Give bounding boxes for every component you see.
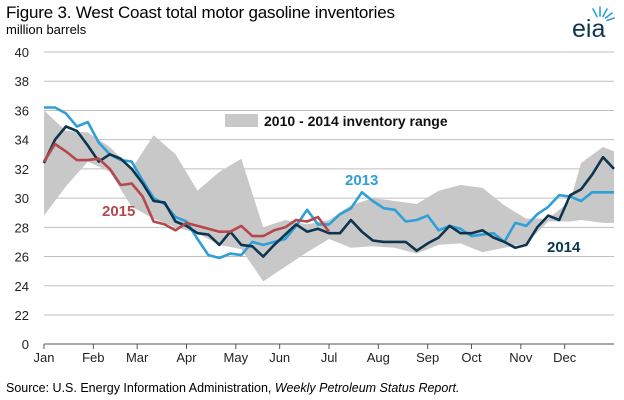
series-line-2015	[42, 142, 331, 238]
y-tick-label: 40	[15, 45, 29, 60]
series-line-2014	[42, 125, 615, 258]
eia-logo-text: eia	[572, 15, 605, 42]
label-2014: 2014	[547, 239, 581, 256]
x-tick-label: Apr	[176, 350, 197, 365]
x-tick-label: Dec	[553, 350, 577, 365]
y-tick-label: 26	[15, 250, 29, 265]
x-tick-label: Jan	[34, 350, 55, 365]
series-layer	[42, 106, 615, 260]
eia-sunburst-icon: eia	[572, 6, 615, 43]
x-tick-label: Oct	[461, 350, 482, 365]
y-tick-label: 0	[22, 337, 29, 352]
y-tick-label: 28	[15, 220, 29, 235]
x-tick-label: May	[224, 350, 249, 365]
label-2013: 2013	[345, 172, 378, 189]
range-band-layer	[44, 110, 614, 282]
y-tick-label: 36	[15, 103, 29, 118]
range-band	[44, 110, 614, 282]
x-tick-label: Nov	[509, 350, 533, 365]
chart-title: Figure 3. West Coast total motor gasolin…	[6, 3, 395, 22]
source-prefix: Source: U.S. Energy Information Administ…	[6, 381, 275, 395]
y-tick-label: 38	[15, 74, 29, 89]
y-tick-label: 30	[15, 191, 29, 206]
eia-logo: eia	[568, 4, 618, 47]
annotation-layer: 2010 - 2014 inventory range 2013 2014 2015	[102, 113, 581, 256]
range-legend-label: 2010 - 2014 inventory range	[264, 113, 448, 129]
series-line-2013	[44, 106, 614, 260]
x-tick-label: Jun	[269, 350, 290, 365]
x-axis: Jan Feb Mar Apr May Jun Jul Aug Sep Oct Nov Dec	[34, 343, 614, 365]
x-tick-label: Mar	[126, 350, 149, 365]
x-tick-label: Feb	[82, 350, 104, 365]
x-tick-label: Jul	[321, 350, 338, 365]
x-tick-label: Sep	[416, 350, 439, 365]
y-tick-label: 34	[15, 133, 29, 148]
y-axis-unit-label: million barrels	[6, 22, 87, 37]
source-note: Source: U.S. Energy Information Administ…	[6, 381, 459, 395]
y-tick-label: 24	[15, 279, 29, 294]
label-2015: 2015	[102, 203, 135, 220]
source-report: Weekly Petroleum Status Report.	[274, 381, 460, 395]
x-tick-label: Aug	[367, 350, 390, 365]
y-tick-label: 32	[15, 162, 29, 177]
y-axis: 0 22 24 26 28 30 32 34 36 38 40	[15, 45, 29, 352]
range-legend-swatch	[225, 114, 258, 127]
y-tick-label: 22	[15, 308, 29, 323]
